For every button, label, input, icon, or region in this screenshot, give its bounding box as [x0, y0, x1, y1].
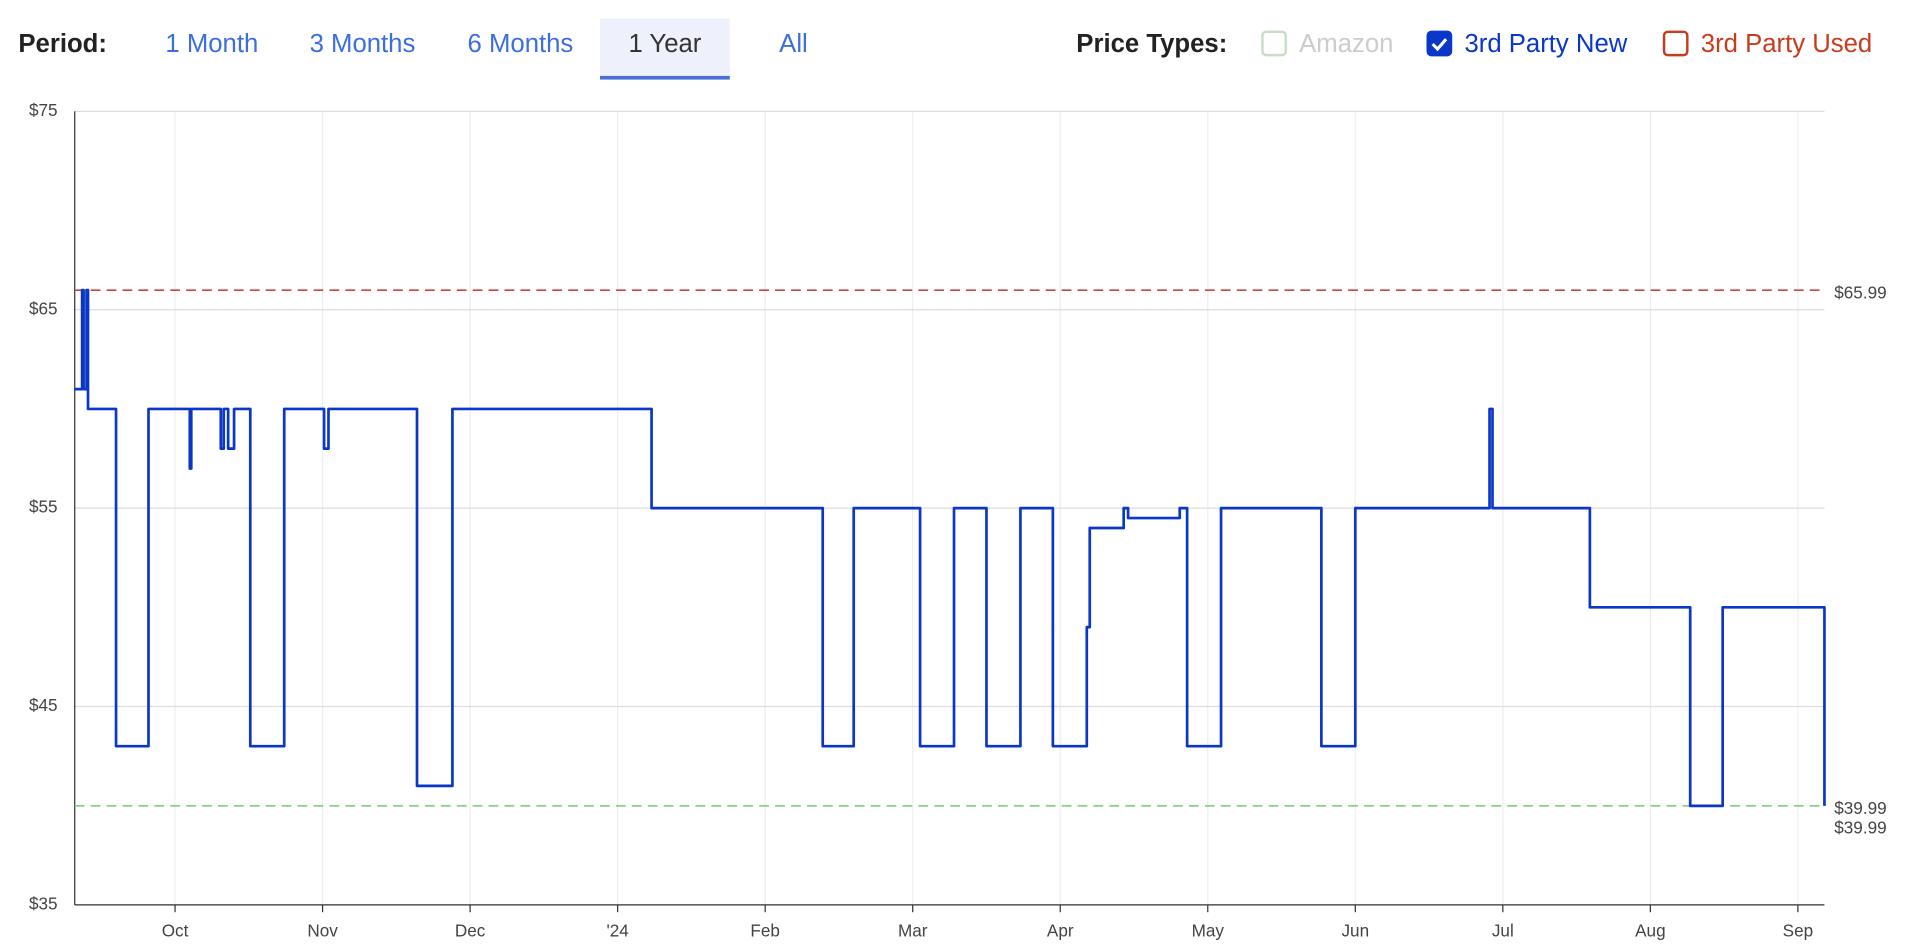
y-tick-label: $75 — [29, 100, 58, 120]
period-label: Period: — [18, 30, 107, 58]
x-tick-label: Nov — [307, 920, 338, 940]
price-type-label[interactable]: 3rd Party Used — [1701, 30, 1872, 58]
y-tick-label: $65 — [29, 298, 58, 318]
current-price-label: $39.99 — [1834, 818, 1886, 838]
x-tick-label: Oct — [162, 920, 189, 940]
reference-label: $39.99 — [1834, 798, 1886, 818]
price-types-label: Price Types: — [1076, 30, 1227, 58]
price-type-label: Amazon — [1299, 30, 1393, 58]
selected-tab-bg — [600, 18, 730, 79]
price-type-label[interactable]: 3rd Party New — [1464, 30, 1627, 58]
y-tick-label: $45 — [29, 695, 58, 715]
period-button[interactable]: 1 Month — [165, 30, 258, 58]
x-tick-label: Dec — [455, 920, 486, 940]
y-tick-label: $35 — [29, 893, 58, 913]
x-tick-label: Apr — [1047, 920, 1074, 940]
price-line — [74, 288, 1826, 808]
x-tick-label: May — [1192, 920, 1225, 940]
y-tick-label: $55 — [29, 497, 58, 517]
checkmark — [1431, 38, 1448, 52]
period-button[interactable]: 1 Year — [628, 30, 701, 58]
x-tick-label: '24 — [606, 920, 629, 940]
reference-label: $65.99 — [1834, 282, 1886, 302]
checkbox[interactable] — [1426, 30, 1453, 57]
checkbox[interactable] — [1662, 30, 1689, 57]
x-tick-label: Mar — [898, 920, 928, 940]
checkbox — [1261, 30, 1287, 57]
period-button[interactable]: 6 Months — [468, 30, 574, 58]
x-tick-label: Feb — [750, 920, 780, 940]
x-tick-label: Jun — [1341, 920, 1369, 940]
x-tick-label: Sep — [1783, 920, 1813, 940]
x-tick-label: Jul — [1492, 920, 1514, 940]
x-tick-label: Aug — [1635, 920, 1665, 940]
period-button[interactable]: All — [779, 30, 808, 58]
selected-tab-underline — [600, 75, 730, 80]
period-button[interactable]: 3 Months — [310, 30, 416, 58]
